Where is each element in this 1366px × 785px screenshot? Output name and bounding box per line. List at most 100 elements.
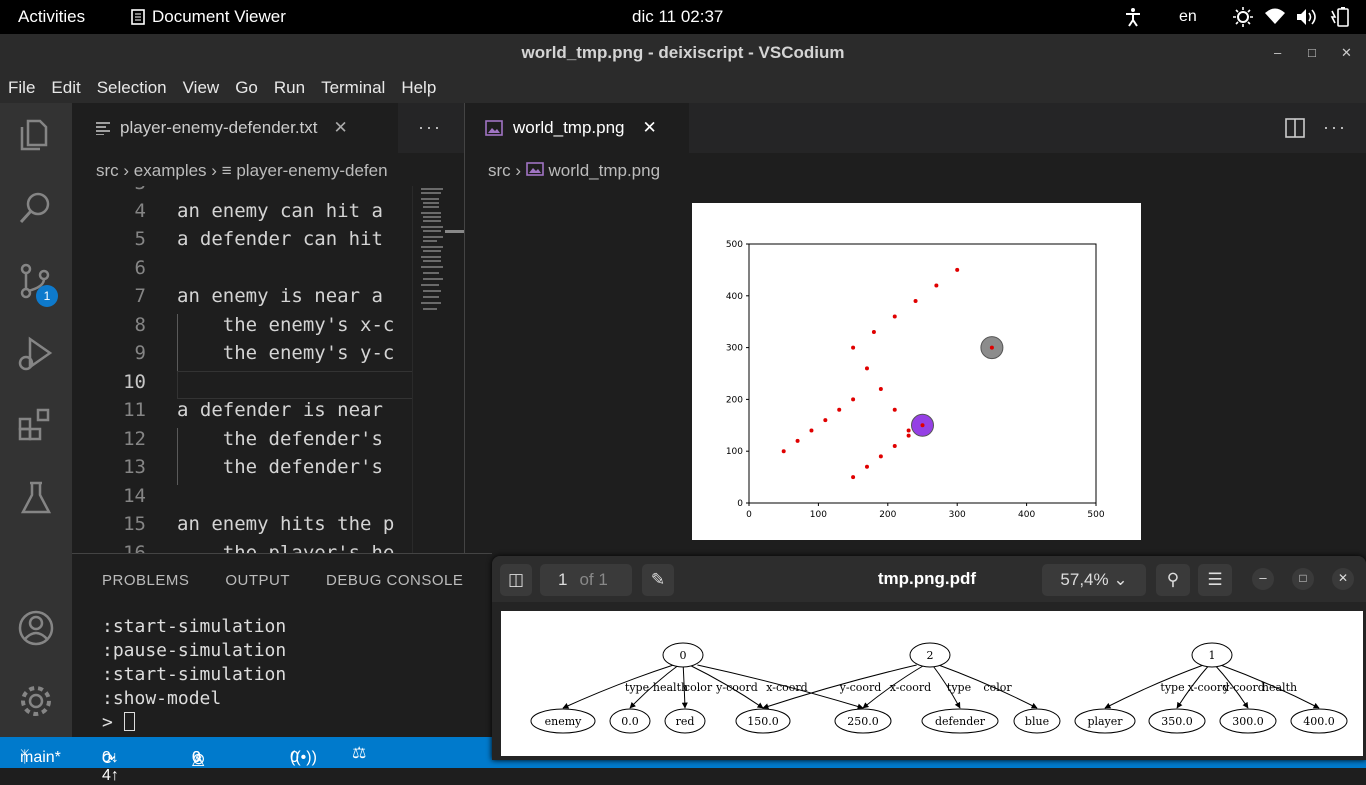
menu-go[interactable]: Go	[235, 78, 258, 97]
code-editor[interactable]: 3 4 an enemy can hit a 5 a defender can hi…	[72, 186, 412, 553]
x-tick-label: 400	[1018, 510, 1035, 520]
account-icon[interactable]	[16, 608, 56, 648]
tab-player-enemy-defender[interactable]: player-enemy-defender.txt ✕	[72, 103, 398, 153]
breadcrumb-item[interactable]: src	[96, 161, 119, 180]
menu-terminal[interactable]: Terminal	[321, 78, 386, 97]
leaf-label: 350.0	[1161, 715, 1193, 728]
battery-icon[interactable]	[1330, 7, 1352, 27]
clock[interactable]: dic 11 02:37	[632, 7, 724, 26]
app-menu[interactable]: Document Viewer	[130, 7, 286, 27]
graph-leaf-node	[1290, 708, 1348, 734]
search-icon[interactable]: ⚲	[1156, 564, 1190, 596]
breadcrumb-item[interactable]: world_tmp.png	[548, 161, 661, 180]
menu-run[interactable]: Run	[273, 78, 306, 97]
document-title: tmp.png.pdf	[877, 569, 977, 588]
more-actions-icon[interactable]: ···	[418, 117, 442, 137]
breadcrumb-item[interactable]: src	[488, 161, 511, 180]
close-tab-icon[interactable]: ✕	[642, 118, 657, 137]
leaf-label: 250.0	[847, 715, 879, 728]
plot-axes-frame	[748, 243, 1097, 504]
code-text: a defender can hit	[177, 228, 383, 250]
code-line[interactable]: 5 a defender can hit	[72, 228, 412, 256]
node-label: 0	[680, 649, 687, 662]
close-window-button[interactable]: ✕	[1341, 45, 1352, 60]
data-point	[864, 366, 869, 371]
graph-edge	[932, 664, 961, 709]
hamburger-menu-icon[interactable]: ☰	[1198, 564, 1232, 596]
code-line[interactable]: 4 an enemy can hit a	[72, 200, 412, 228]
terminal-output[interactable]: :start-simulation :pause-simulation :sta…	[102, 615, 286, 735]
extensions-icon[interactable]	[16, 405, 56, 445]
text-file-icon	[96, 122, 110, 135]
graph-edge	[681, 664, 688, 709]
run-debug-icon[interactable]	[16, 333, 56, 373]
minimap[interactable]	[412, 186, 465, 553]
page-selector[interactable]: 1 of 1	[540, 564, 632, 596]
night-light-icon[interactable]	[1233, 7, 1253, 27]
code-line[interactable]: 7 an enemy is near a	[72, 285, 412, 313]
minimize-button[interactable]: –	[1252, 568, 1274, 590]
terminal-line: :start-simulation	[102, 664, 287, 685]
edge-label: type	[947, 681, 971, 694]
code-line[interactable]: 10	[72, 371, 412, 399]
edge-label: color	[684, 681, 713, 694]
code-line[interactable]: 8 the enemy's x-c	[72, 314, 412, 342]
settings-gear-icon[interactable]	[16, 681, 56, 721]
line-number: 8	[134, 314, 146, 336]
data-point	[781, 449, 786, 454]
menu-selection[interactable]: Selection	[96, 78, 167, 97]
menu-file[interactable]: File	[8, 78, 36, 97]
tab-world-tmp-png[interactable]: world_tmp.png ✕	[465, 103, 689, 153]
ports-count: 0	[290, 749, 299, 766]
code-line[interactable]: 16 the player's he	[72, 542, 412, 553]
y-tick-label: 400	[726, 292, 743, 302]
code-line[interactable]: 6	[72, 257, 412, 285]
code-line[interactable]: 9 the enemy's y-c	[72, 342, 412, 370]
activities-button[interactable]: Activities	[18, 7, 86, 26]
graph-edge	[762, 664, 917, 710]
breadcrumb: src › world_tmp.png	[488, 161, 660, 181]
explorer-icon[interactable]	[16, 115, 56, 155]
split-editor-icon[interactable]	[1285, 118, 1305, 138]
node-label: 1	[1209, 649, 1216, 662]
code-line[interactable]: 15 an enemy hits the p	[72, 513, 412, 541]
breadcrumb-item[interactable]: examples	[133, 161, 207, 180]
tab-problems[interactable]: PROBLEMS	[102, 572, 190, 589]
testing-icon[interactable]	[16, 478, 56, 518]
annotate-pen-icon[interactable]: ✎	[642, 564, 674, 596]
close-tab-icon[interactable]: ✕	[333, 118, 348, 137]
menu-view[interactable]: View	[182, 78, 220, 97]
menu-edit[interactable]: Edit	[51, 78, 81, 97]
keyboard-layout[interactable]: en	[1179, 8, 1197, 25]
code-line[interactable]: 14	[72, 485, 412, 513]
minimize-button[interactable]: –	[1274, 45, 1282, 60]
accessibility-icon[interactable]	[1124, 7, 1142, 27]
maximize-button[interactable]: □	[1308, 45, 1316, 60]
page-number: 1	[558, 570, 568, 589]
testing-status-icon[interactable]: ⚖	[352, 745, 367, 762]
line-number: 13	[123, 456, 146, 478]
search-icon[interactable]	[16, 188, 56, 228]
code-line[interactable]: 13 the defender's	[72, 456, 412, 484]
code-line[interactable]: 12 the defender's	[72, 428, 412, 456]
close-window-button[interactable]: ✕	[1332, 568, 1354, 590]
breadcrumb-item[interactable]: player-enemy-defen	[236, 161, 388, 180]
terminal-prompt[interactable]: >	[102, 711, 286, 735]
sidebar-toggle-icon[interactable]: ◫	[500, 564, 532, 596]
tab-debug-console[interactable]: DEBUG CONSOLE	[326, 572, 464, 589]
leaf-label: 0.0	[621, 715, 639, 728]
code-line[interactable]: 11 a defender is near	[72, 399, 412, 427]
code-text: an enemy hits the p	[177, 513, 395, 535]
zoom-selector[interactable]: 57,4% ⌄	[1042, 564, 1146, 596]
edge-label: y-coord	[1222, 681, 1265, 694]
wifi-icon[interactable]	[1265, 7, 1285, 25]
tab-output[interactable]: OUTPUT	[225, 572, 291, 589]
x-tick-label: 300	[949, 510, 966, 520]
volume-icon[interactable]	[1296, 7, 1318, 27]
more-actions-icon[interactable]: ···	[1323, 117, 1347, 137]
image-editor-group: world_tmp.png ✕ ··· src › world_tmp.png …	[464, 103, 1366, 553]
data-point	[851, 397, 856, 402]
menu-help[interactable]: Help	[401, 78, 437, 97]
ports-icon: ((•))	[290, 749, 317, 766]
maximize-button[interactable]: □	[1292, 568, 1314, 590]
